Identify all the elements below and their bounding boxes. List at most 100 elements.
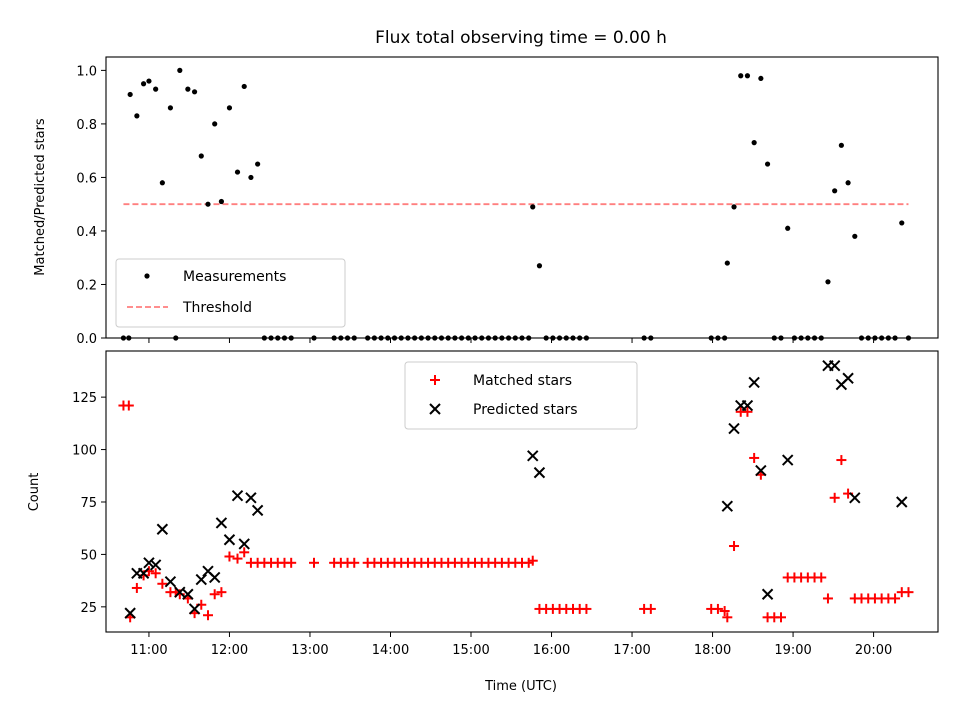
count-x-tick-label: 19:00: [774, 643, 811, 658]
measurement-point: [758, 75, 764, 82]
measurement-point: [140, 81, 147, 87]
matched-star-point: [775, 612, 786, 623]
legend-matched-marker: [430, 375, 440, 385]
predicted-star-point: [149, 559, 162, 571]
predicted-star-point: [124, 607, 136, 619]
measurement-point: [852, 233, 858, 239]
predicted-star-point: [741, 399, 754, 412]
measurement-point: [731, 204, 737, 210]
count-x-tick-label: 11:00: [130, 643, 167, 658]
matched-star-point: [729, 541, 740, 552]
measurement-point: [785, 225, 791, 231]
legend-matched-label: Matched stars: [473, 373, 572, 389]
count-y-tick-label: 125: [72, 391, 97, 406]
matched-star-point: [150, 568, 161, 579]
count-x-tick-label: 20:00: [855, 643, 892, 658]
measurement-point: [530, 204, 536, 210]
ratio-y-tick-label: 0.6: [76, 171, 97, 186]
predicted-star-point: [231, 489, 244, 502]
measurement-point: [127, 91, 133, 98]
predicted-star-point: [755, 464, 767, 477]
count-y-tick-label: 50: [80, 548, 97, 563]
measurement-point: [212, 121, 218, 127]
matched-star-point: [527, 555, 538, 566]
count-x-tick-label: 14:00: [372, 643, 409, 658]
legend-measurements-marker: [144, 273, 150, 279]
count-x-tick-label: 16:00: [533, 643, 570, 658]
measurement-point: [191, 89, 198, 95]
matched-star-point: [816, 572, 827, 583]
ratio-plot-area: [120, 67, 912, 341]
count-legend: Matched stars Predicted stars: [404, 361, 638, 430]
count-x-tick-label: 12:00: [211, 643, 248, 658]
measurement-point: [205, 201, 211, 207]
matched-star-point: [749, 452, 760, 463]
measurement-point: [241, 83, 247, 90]
count-y-tick-label: 100: [72, 444, 97, 459]
predicted-star-point: [533, 466, 546, 479]
count-panel: 25 50 75 100 125 11:00 12:00 13:00 14:00 15:00 16…: [27, 350, 939, 694]
matched-star-point: [232, 553, 243, 564]
count-x-tick-label: 17:00: [613, 643, 650, 658]
count-y-tick-label: 25: [80, 601, 97, 616]
ratio-y-tick-label: 0.2: [76, 278, 97, 293]
legend-measurements-label: Measurements: [183, 269, 286, 285]
x-axis-label: Time (UTC): [484, 679, 557, 694]
measurement-point: [845, 180, 851, 186]
matched-star-point: [131, 582, 142, 593]
measurement-point: [899, 220, 905, 226]
legend-predicted-marker: [429, 403, 441, 415]
ratio-panel: 0.0 0.2 0.4 0.6 0.8 1.0 Matched/Predicted sta…: [33, 56, 939, 347]
ratio-legend-box: [115, 258, 346, 328]
matched-star-point: [216, 587, 227, 598]
legend-threshold-label: Threshold: [182, 300, 252, 316]
count-legend-box: [404, 361, 638, 430]
predicted-star-point: [208, 571, 221, 584]
measurement-point: [738, 73, 744, 79]
matched-star-point: [836, 455, 847, 466]
measurement-point: [134, 113, 140, 119]
predicted-star-point: [527, 450, 539, 462]
predicted-star-point: [174, 586, 186, 598]
matched-star-point: [349, 557, 360, 568]
predicted-star-point: [238, 538, 250, 550]
ratio-y-tick-label: 0.0: [76, 332, 97, 347]
chart-title: Flux total observing time = 0.00 h: [375, 28, 667, 48]
matched-star-point: [829, 492, 840, 503]
measurement-point: [255, 161, 261, 167]
predicted-star-point: [828, 359, 841, 372]
measurement-point: [764, 161, 771, 167]
matched-star-point: [202, 610, 213, 621]
predicted-star-point: [721, 500, 734, 512]
measurement-point: [167, 105, 174, 111]
matched-star-point: [712, 603, 723, 614]
matched-star-point: [157, 578, 168, 589]
predicted-star-point: [143, 557, 155, 569]
count-x-tick-label: 13:00: [291, 643, 328, 658]
measurement-point: [177, 67, 183, 73]
ratio-y-tick-label: 0.8: [76, 118, 97, 133]
measurement-point: [185, 86, 191, 92]
predicted-star-point: [896, 496, 908, 508]
ratio-y-axis: 0.0 0.2 0.4 0.6 0.8 1.0: [76, 64, 106, 347]
matched-star-point: [719, 606, 730, 617]
count-axes-frame: [105, 350, 939, 633]
count-x-axis: 11:00 12:00 13:00 14:00 15:00 16:00 17:00 18:00…: [130, 632, 892, 658]
predicted-star-point: [156, 523, 169, 535]
measurement-point: [153, 86, 159, 92]
predicted-star-point: [188, 603, 201, 615]
predicted-star-point: [245, 492, 257, 504]
count-y-axis-label: Count: [27, 473, 42, 512]
measurement-point: [832, 188, 838, 194]
count-plot-area: [118, 359, 914, 623]
matched-star-point: [890, 593, 901, 604]
matched-star-point: [239, 547, 250, 558]
matched-star-point: [645, 603, 656, 614]
predicted-star-point: [223, 534, 236, 546]
matched-star-point: [903, 587, 914, 598]
count-y-tick-label: 75: [80, 496, 97, 511]
predicted-star-point: [195, 573, 207, 586]
ratio-x-axis: [148, 338, 875, 343]
measurement-point: [536, 263, 543, 269]
